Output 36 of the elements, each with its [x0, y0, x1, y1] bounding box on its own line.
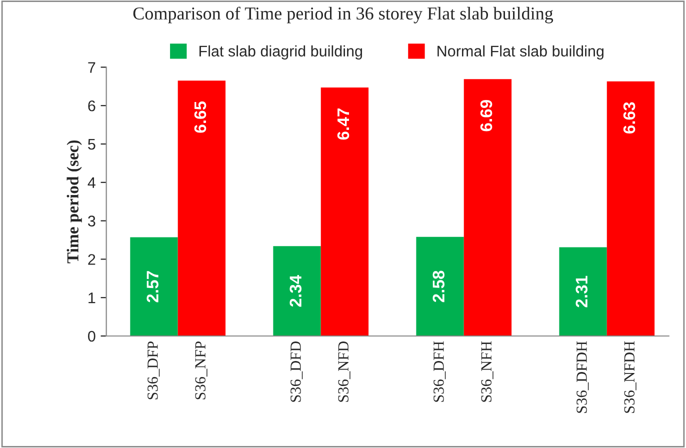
legend-label: Normal Flat slab building — [438, 45, 604, 60]
x-tick-label: S36_DFH — [434, 341, 446, 402]
y-tick-label: 7 — [88, 62, 96, 73]
y-tick-label: 3 — [88, 216, 96, 226]
bar — [416, 236, 464, 336]
y-tick-label: 4 — [88, 177, 96, 188]
bar — [464, 79, 512, 336]
bar — [559, 247, 607, 336]
data-label: 6.47 — [337, 108, 350, 140]
x-tick-label: S36_NFP — [195, 341, 208, 400]
x-tick-label: S36_NFD — [338, 341, 350, 402]
x-tick-label: S36_DFP — [148, 341, 160, 400]
bar — [178, 80, 226, 336]
data-label: 2.31 — [576, 276, 588, 308]
data-label: 6.63 — [623, 102, 636, 134]
bar — [320, 88, 369, 336]
x-tick-label: S36_DFD — [290, 341, 303, 402]
y-tick-label: 0 — [88, 330, 96, 342]
bar — [273, 246, 321, 336]
x-tick-label: S36_NFDH — [624, 341, 636, 413]
data-label: 2.34 — [290, 274, 302, 307]
x-tick-label: S36_DFDH — [576, 341, 589, 413]
y-tick-label: 6 — [88, 100, 96, 112]
data-label: 6.65 — [194, 101, 206, 133]
y-tick-label: 2 — [88, 254, 96, 265]
chart-title: Comparison of Time period in 36 storey Flat slab building — [133, 6, 554, 24]
data-label: 2.57 — [146, 271, 158, 302]
y-tick-label: 5 — [88, 139, 96, 150]
bar — [606, 81, 655, 336]
bar — [130, 237, 178, 336]
y-tick-label: 1 — [88, 292, 96, 304]
legend-label: Flat slab diagrid building — [199, 45, 362, 60]
x-tick-label: S36_NFH — [481, 341, 494, 402]
y-axis-title: Time period (sec) — [66, 140, 82, 264]
data-label: 2.58 — [432, 270, 444, 302]
data-label: 6.69 — [480, 100, 492, 132]
